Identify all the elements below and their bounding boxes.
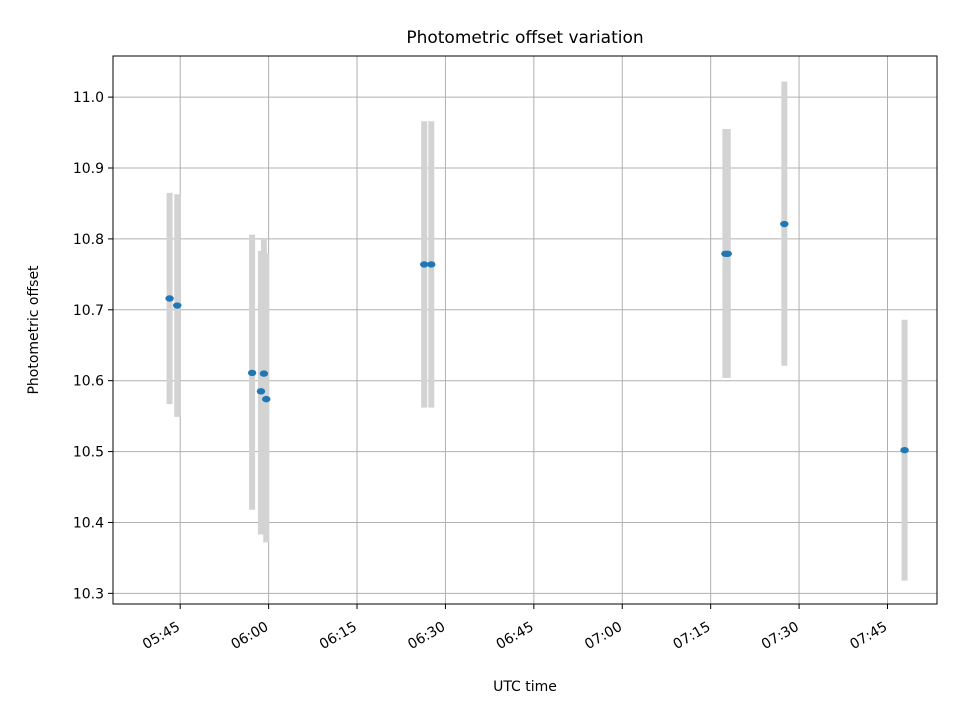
data-point — [256, 388, 266, 395]
data-point — [262, 395, 271, 403]
data-point — [165, 295, 174, 302]
data-point — [247, 369, 257, 377]
data-point — [427, 261, 436, 268]
data-point — [420, 261, 429, 268]
point-layer — [165, 220, 909, 454]
data-point — [723, 250, 732, 257]
y-tick-label: 10.8 — [73, 232, 104, 248]
plot-frame — [112, 55, 938, 605]
data-point — [900, 446, 909, 454]
y-tick-label: 10.4 — [73, 515, 104, 531]
y-tick-label: 11.0 — [73, 90, 104, 106]
y-tick-label: 10.6 — [73, 374, 104, 390]
x-axis-label: UTC time — [493, 679, 557, 695]
y-tick-label: 10.3 — [73, 586, 104, 602]
chart-title: Photometric offset variation — [406, 28, 643, 48]
data-point — [259, 370, 269, 377]
y-tick-label: 10.5 — [73, 445, 104, 461]
data-point — [173, 302, 182, 309]
y-axis: 10.3 10.4 10.5 10.6 10.7 10.8 10.9 11.0 — [73, 90, 113, 602]
data-point — [780, 220, 789, 228]
y-axis-label: Photometric offset — [26, 265, 42, 395]
y-tick-label: 10.7 — [73, 303, 104, 319]
y-tick-label: 10.9 — [73, 161, 104, 177]
